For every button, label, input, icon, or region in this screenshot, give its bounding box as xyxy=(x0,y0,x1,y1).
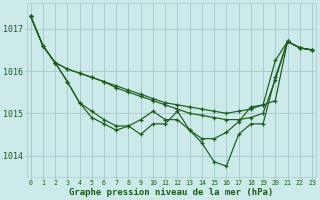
X-axis label: Graphe pression niveau de la mer (hPa): Graphe pression niveau de la mer (hPa) xyxy=(69,188,273,197)
